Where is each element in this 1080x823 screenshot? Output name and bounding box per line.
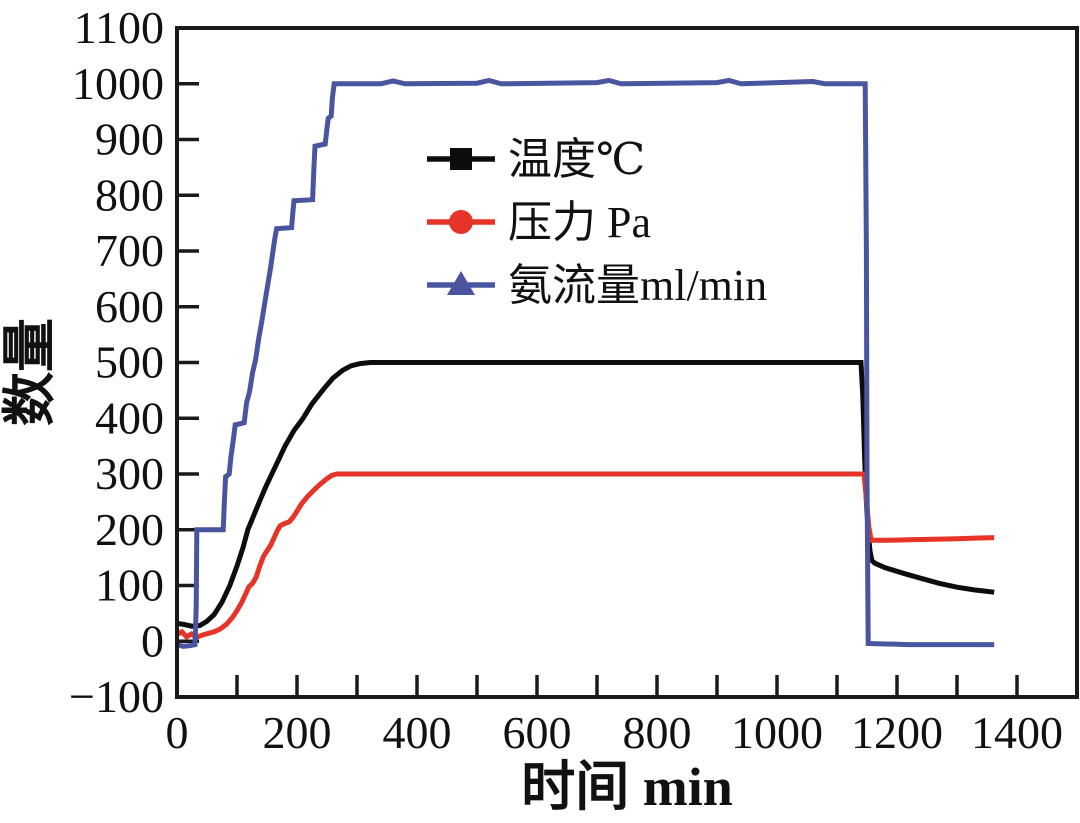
legend-label: 氨流量ml/min xyxy=(508,261,767,310)
x-tick-label: 400 xyxy=(383,707,452,758)
plot-frame xyxy=(175,26,1079,699)
y-tick-label: −100 xyxy=(69,671,164,722)
y-tick-label: 900 xyxy=(95,114,164,165)
y-tick-label: 200 xyxy=(95,504,164,555)
series-line-0 xyxy=(176,360,995,629)
x-tick-label: 200 xyxy=(263,707,332,758)
legend-marker-triangle-icon xyxy=(447,271,475,295)
x-tick-label: 600 xyxy=(503,707,572,758)
y-tick-label: 1100 xyxy=(74,2,164,53)
legend-label: 压力 Pa xyxy=(508,198,651,247)
y-tick-label: 800 xyxy=(95,169,164,220)
y-axis-title: 数量 xyxy=(0,318,60,426)
y-tick-label: 400 xyxy=(95,392,164,443)
x-tick-label: 1000 xyxy=(731,707,823,758)
legend-label: 温度℃ xyxy=(508,135,645,184)
legend-item-2: 氨流量ml/min xyxy=(427,261,767,310)
y-tick-label: 300 xyxy=(95,448,164,499)
x-axis-title: 时间 min xyxy=(521,757,733,817)
series-line-2 xyxy=(176,77,995,649)
legend-marker-circle-icon xyxy=(449,210,473,234)
y-tick-label: 100 xyxy=(95,560,164,611)
x-tick-label: 1400 xyxy=(971,707,1063,758)
y-tick-label: 0 xyxy=(141,615,164,666)
x-tick-label: 0 xyxy=(166,707,189,758)
x-tick-label: 800 xyxy=(623,707,692,758)
legend-marker-square-icon xyxy=(450,148,472,170)
y-tick-label: 600 xyxy=(95,281,164,332)
legend-item-0: 温度℃ xyxy=(427,135,645,184)
y-tick-label: 700 xyxy=(95,225,164,276)
x-tick-label: 1200 xyxy=(851,707,943,758)
y-tick-label: 500 xyxy=(95,337,164,388)
y-tick-label: 1000 xyxy=(72,58,164,109)
legend-item-1: 压力 Pa xyxy=(427,198,651,247)
